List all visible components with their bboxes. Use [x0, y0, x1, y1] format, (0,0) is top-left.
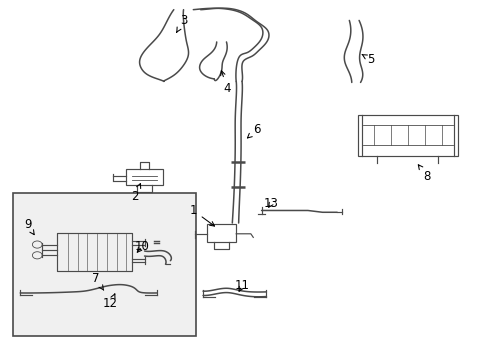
Text: 8: 8	[417, 165, 430, 183]
Text: 1: 1	[189, 204, 214, 226]
Bar	[57, 233, 132, 271]
Text: 13: 13	[264, 197, 278, 210]
Text: 12: 12	[102, 294, 118, 310]
Bar	[357, 114, 457, 156]
Text: 5: 5	[362, 53, 374, 66]
Bar	[126, 168, 163, 185]
Bar	[13, 193, 195, 336]
Text: 11: 11	[234, 279, 249, 292]
Text: 10: 10	[134, 240, 149, 253]
Text: 7: 7	[92, 272, 103, 290]
Text: 9: 9	[24, 218, 34, 235]
Text: 3: 3	[176, 14, 187, 32]
Text: 6: 6	[247, 123, 260, 138]
Bar	[206, 224, 236, 242]
Text: 4: 4	[220, 71, 231, 95]
Text: 2: 2	[131, 184, 141, 203]
